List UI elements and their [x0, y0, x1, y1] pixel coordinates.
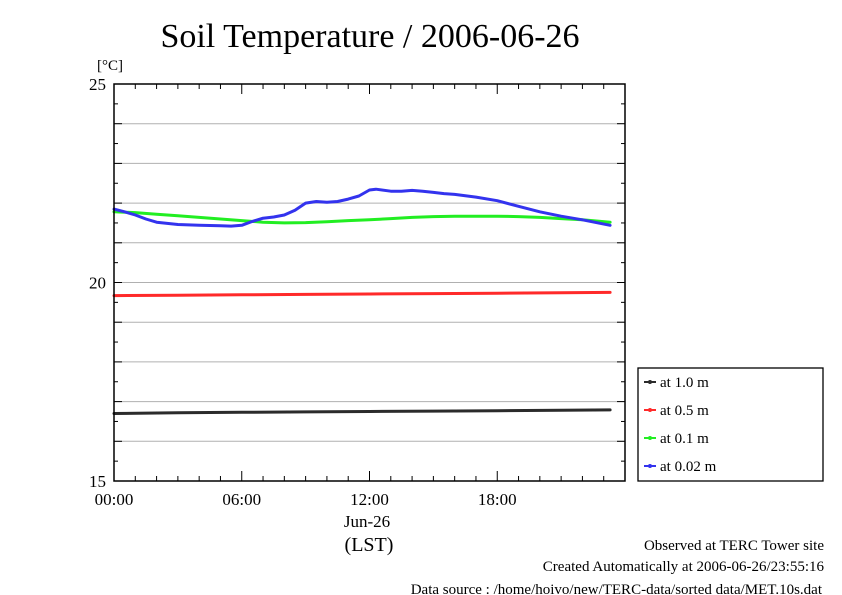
series-line-at-0-5-m [112, 290, 612, 298]
series-line-at-1-0-m [112, 408, 612, 415]
y-tick-label: 25 [89, 75, 106, 94]
series-line-at-0-02-m [112, 187, 612, 228]
x-tick-label: 00:00 [95, 490, 134, 509]
grid-lines [114, 123, 625, 442]
x-axis-label: (LST) [345, 534, 394, 556]
x-tick-label: 18:00 [478, 490, 517, 509]
footer-created: Created Automatically at 2006-06-26/23:5… [543, 559, 825, 575]
y-tick-label: 15 [89, 472, 106, 491]
x-tick-label: 12:00 [350, 490, 389, 509]
series-lines [112, 187, 612, 415]
chart-title: Soil Temperature / 2006-06-26 [160, 18, 579, 55]
legend-label: at 0.02 m [660, 459, 717, 475]
legend-marker [648, 464, 652, 468]
legend-box [637, 367, 824, 482]
footer-observed: Observed at TERC Tower site [644, 538, 824, 554]
legend-marker [648, 408, 652, 412]
y-axis-unit-label: [°C] [97, 58, 123, 74]
axis-ticks: 15 20 25 00:00 06:00 12:00 18:00 [89, 75, 626, 509]
legend: at 1.0 m at 0.5 m at 0.1 m at 0.02 m [637, 367, 824, 482]
footer-data-source: Data source : /home/hoivo/new/TERC-data/… [411, 582, 823, 595]
legend-marker [648, 380, 652, 384]
series-line-at-0-1-m [112, 210, 612, 225]
legend-marker [648, 436, 652, 440]
legend-label: at 0.5 m [660, 403, 709, 419]
legend-label: at 1.0 m [660, 375, 709, 391]
legend-label: at 0.1 m [660, 431, 709, 447]
x-tick-label: 06:00 [222, 490, 261, 509]
date-label: Jun-26 [344, 512, 390, 531]
y-tick-label: 20 [89, 274, 106, 293]
